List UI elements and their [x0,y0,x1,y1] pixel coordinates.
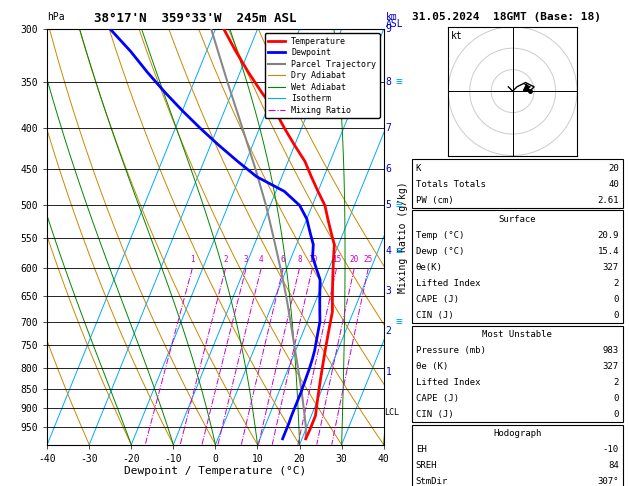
Text: 1: 1 [190,255,194,264]
Text: 983: 983 [603,346,619,355]
Text: km: km [386,12,398,22]
Text: ≡: ≡ [395,77,402,87]
Text: 84: 84 [608,461,619,470]
Text: 10: 10 [308,255,317,264]
Text: 4: 4 [259,255,264,264]
Text: 4: 4 [386,246,391,256]
Text: 6: 6 [386,164,391,174]
Text: SREH: SREH [416,461,437,470]
Text: EH: EH [416,445,426,454]
Text: 38°17'N  359°33'W  245m ASL: 38°17'N 359°33'W 245m ASL [94,12,296,25]
Text: θe(K): θe(K) [416,263,443,272]
Text: Mixing Ratio (g/kg): Mixing Ratio (g/kg) [398,181,408,293]
Text: Surface: Surface [499,215,536,224]
Text: 15.4: 15.4 [598,247,619,256]
Text: 20: 20 [608,164,619,173]
Text: 7: 7 [386,123,391,134]
Text: 25: 25 [364,255,373,264]
Text: LCL: LCL [384,408,399,417]
Text: 2: 2 [613,378,619,387]
Text: 3: 3 [386,286,391,295]
Text: 3: 3 [244,255,248,264]
Legend: Temperature, Dewpoint, Parcel Trajectory, Dry Adiabat, Wet Adiabat, Isotherm, Mi: Temperature, Dewpoint, Parcel Trajectory… [265,34,379,118]
Text: CIN (J): CIN (J) [416,410,454,419]
Text: 20: 20 [350,255,359,264]
Text: 2: 2 [613,279,619,288]
Text: 327: 327 [603,263,619,272]
Text: θe (K): θe (K) [416,362,448,371]
Text: Lifted Index: Lifted Index [416,378,481,387]
Text: Dewp (°C): Dewp (°C) [416,247,464,256]
Text: 15: 15 [332,255,341,264]
Text: -10: -10 [603,445,619,454]
Text: K: K [416,164,421,173]
Text: 0: 0 [613,394,619,403]
Text: Totals Totals: Totals Totals [416,180,486,189]
Text: 0: 0 [613,410,619,419]
Text: CAPE (J): CAPE (J) [416,394,459,403]
Text: © weatheronline.co.uk: © weatheronline.co.uk [460,471,584,481]
Text: CIN (J): CIN (J) [416,311,454,320]
Text: 8: 8 [386,77,391,87]
Text: kt: kt [451,31,462,41]
Text: Hodograph: Hodograph [493,429,542,438]
Text: ≡: ≡ [395,316,402,327]
Text: CAPE (J): CAPE (J) [416,295,459,304]
Text: 9: 9 [386,24,391,34]
Text: ≡: ≡ [395,200,402,210]
Text: 327: 327 [603,362,619,371]
Text: 307°: 307° [598,477,619,486]
Text: 2.61: 2.61 [598,196,619,205]
Text: 1: 1 [386,367,391,377]
Text: 2: 2 [223,255,228,264]
Text: Lifted Index: Lifted Index [416,279,481,288]
Text: 20.9: 20.9 [598,231,619,240]
Text: 0: 0 [613,311,619,320]
Text: hPa: hPa [47,12,65,22]
X-axis label: Dewpoint / Temperature (°C): Dewpoint / Temperature (°C) [125,467,306,476]
Text: ASL: ASL [386,19,404,29]
Text: 0: 0 [613,295,619,304]
Text: 2: 2 [386,326,391,336]
Text: Temp (°C): Temp (°C) [416,231,464,240]
Text: Pressure (mb): Pressure (mb) [416,346,486,355]
Text: ≡: ≡ [395,246,402,256]
Text: 5: 5 [386,200,391,210]
Text: StmDir: StmDir [416,477,448,486]
Text: 31.05.2024  18GMT (Base: 18): 31.05.2024 18GMT (Base: 18) [412,12,601,22]
Text: Most Unstable: Most Unstable [482,330,552,339]
Text: 40: 40 [608,180,619,189]
Text: 8: 8 [297,255,302,264]
Text: PW (cm): PW (cm) [416,196,454,205]
Text: 6: 6 [281,255,286,264]
